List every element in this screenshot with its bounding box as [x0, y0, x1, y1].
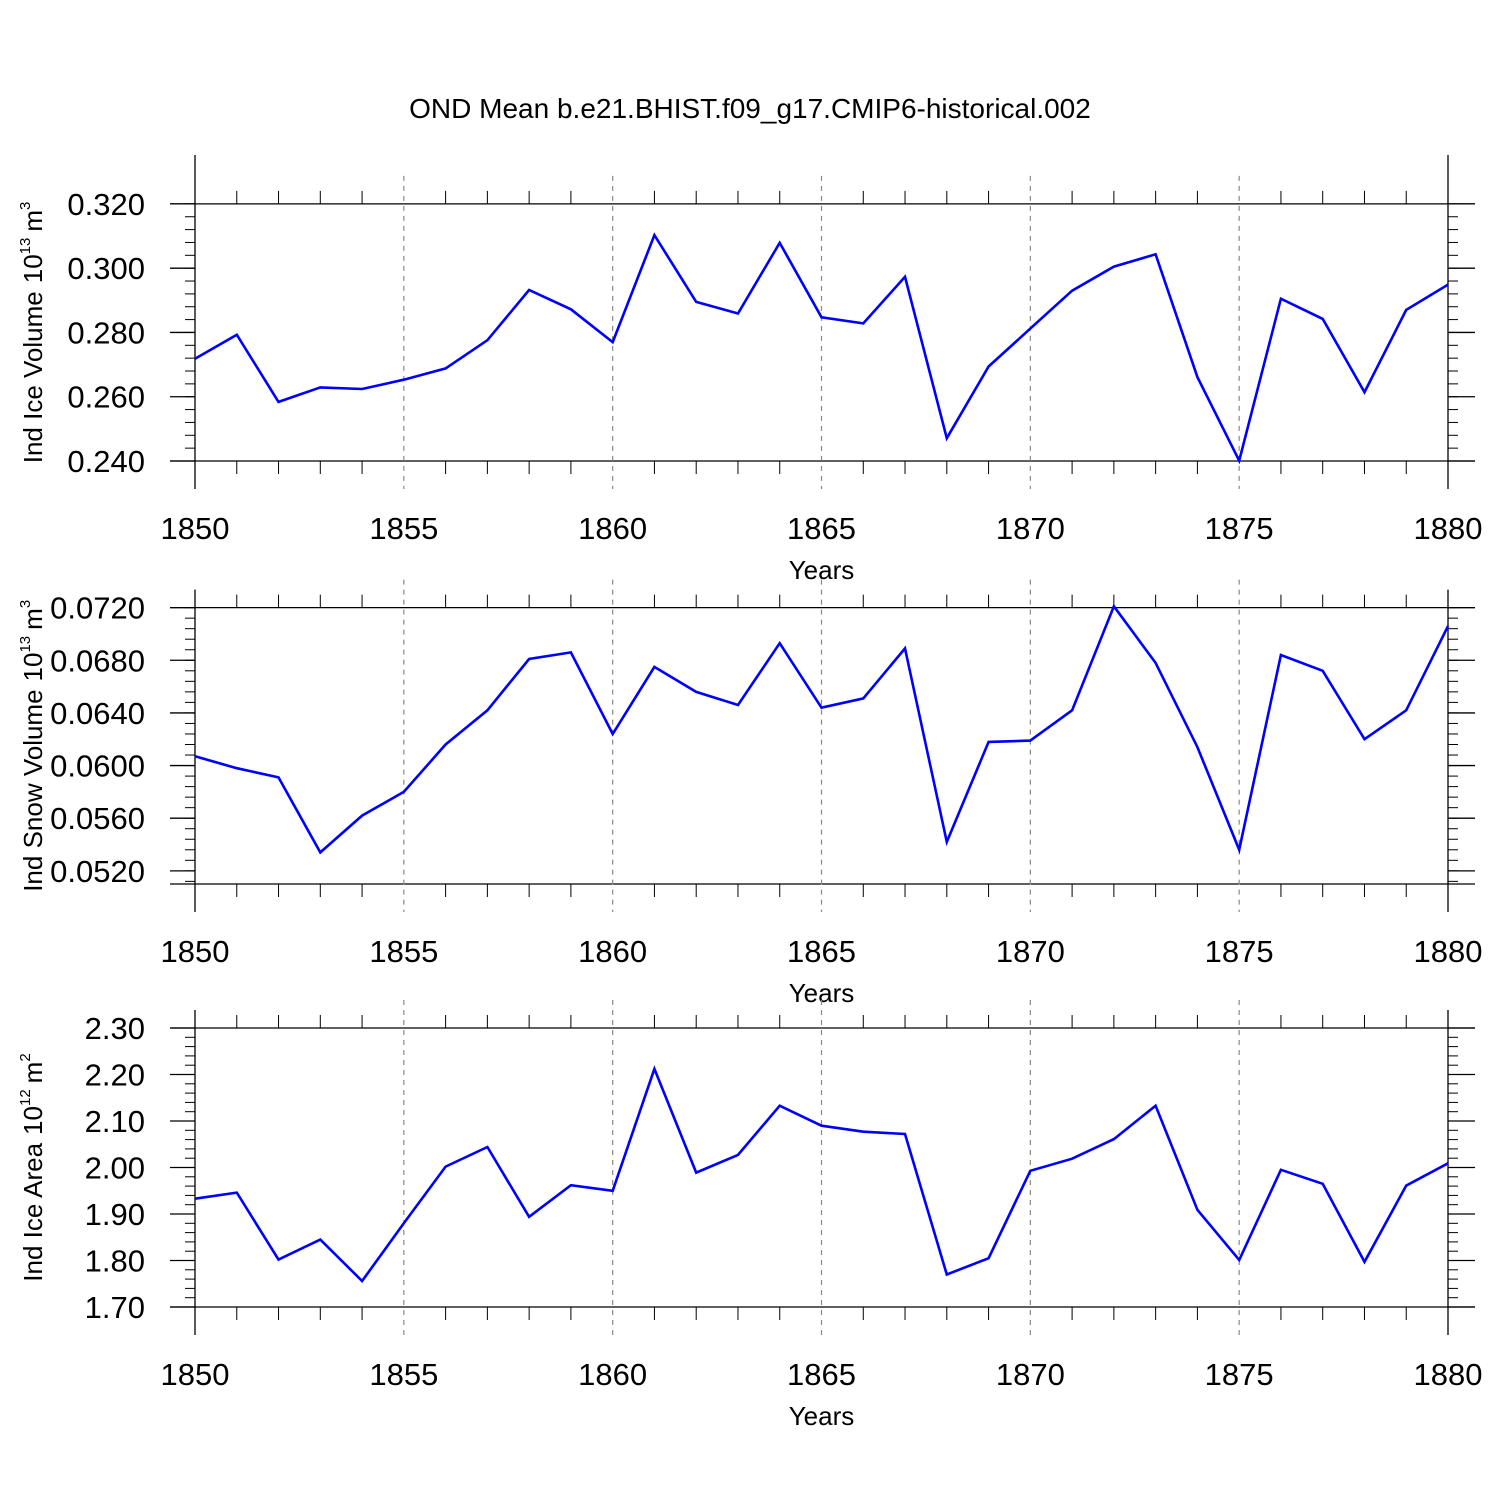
panels: 1850 1855 1860 1865 1870 1875 1880 Years 0.240 0.…: [17, 155, 1482, 1431]
y-axis-unit-exponent: 12: [17, 1089, 34, 1106]
panel-3: 1850 1855 1860 1865 1870 1875 1880 Years 1.70 1.8…: [17, 1000, 1482, 1431]
y-axis-unit-m-exponent: 3: [17, 202, 34, 210]
x-tick-label: 1865: [787, 934, 856, 969]
y-tick-label: 1.70: [85, 1290, 145, 1325]
x-tick-label: 1850: [161, 934, 230, 969]
y-tick-label: 0.300: [67, 251, 145, 286]
y-tick-label: 2.10: [85, 1104, 145, 1139]
x-tick-label: 1850: [161, 511, 230, 546]
y-tick-label: 2.30: [85, 1011, 145, 1046]
x-tick-label: 1860: [578, 511, 647, 546]
x-tick-label: 1860: [578, 934, 647, 969]
y-tick-label: 1.80: [85, 1244, 145, 1279]
x-tick-label: 1875: [1205, 511, 1274, 546]
y-tick-label: 1.90: [85, 1197, 145, 1232]
y-axis-title: Ind Ice Area 1012 m2: [17, 1053, 48, 1281]
x-tick-label: 1855: [369, 934, 438, 969]
y-axis-unit-base: 10: [18, 653, 48, 682]
y-tick-label: 0.0600: [50, 749, 145, 784]
x-axis-title: Years: [789, 1401, 855, 1431]
y-tick-label: 2.20: [85, 1058, 145, 1093]
y-axis-title-label: Ind Ice Volume: [18, 291, 48, 463]
y-axis-unit-m: m: [18, 210, 48, 232]
y-tick-label: 0.0640: [50, 696, 145, 731]
y-axis-unit-exponent: 13: [17, 636, 34, 653]
y-axis-title: Ind Ice Volume 1013 m3: [17, 202, 48, 464]
y-axis-title-label: Ind Ice Area: [18, 1142, 48, 1281]
y-tick-label: 0.260: [67, 380, 145, 415]
panel-2: 1850 1855 1860 1865 1870 1875 1880Years0.05200…: [17, 579, 1483, 1008]
y-axis-title-label: Ind Snow Volume: [18, 689, 48, 891]
y-tick-label: 0.0520: [50, 854, 145, 889]
x-tick-label: 1880: [1414, 1357, 1483, 1392]
y-tick-label: 2.00: [85, 1151, 145, 1186]
y-axis-unit-m-exponent: 3: [17, 600, 34, 608]
y-axis-unit-m-exponent: 2: [17, 1053, 34, 1061]
y-tick-label: 0.240: [67, 444, 145, 479]
y-tick-label: 0.0680: [50, 643, 145, 678]
chart-title: OND Mean b.e21.BHIST.f09_g17.CMIP6-histo…: [409, 93, 1091, 124]
y-axis-unit-m: m: [18, 1062, 48, 1084]
y-axis-title: Ind Snow Volume 1013 m3: [17, 600, 48, 892]
x-tick-label: 1850: [161, 1357, 230, 1392]
x-tick-label: 1880: [1414, 934, 1483, 969]
x-tick-label: 1865: [787, 511, 856, 546]
y-axis-unit-base: 10: [18, 254, 48, 283]
x-tick-label: 1880: [1414, 511, 1483, 546]
x-tick-label: 1855: [369, 511, 438, 546]
x-tick-label: 1870: [996, 934, 1065, 969]
y-tick-label: 0.0560: [50, 801, 145, 836]
x-tick-label: 1870: [996, 511, 1065, 546]
x-tick-label: 1870: [996, 1357, 1065, 1392]
x-tick-label: 1860: [578, 1357, 647, 1392]
panel-1: 1850 1855 1860 1865 1870 1875 1880Years0.2400.…: [17, 155, 1482, 585]
x-tick-label: 1855: [369, 1357, 438, 1392]
y-axis-unit-base: 10: [18, 1106, 48, 1135]
y-tick-label: 0.280: [67, 315, 145, 350]
x-tick-label: 1875: [1205, 1357, 1274, 1392]
x-tick-label: 1865: [787, 1357, 856, 1392]
y-axis-unit-m: m: [18, 608, 48, 630]
y-tick-label: 0.320: [67, 187, 145, 222]
y-tick-label: 0.0720: [50, 591, 145, 626]
y-axis-unit-exponent: 13: [17, 238, 34, 255]
x-tick-label: 1875: [1205, 934, 1274, 969]
